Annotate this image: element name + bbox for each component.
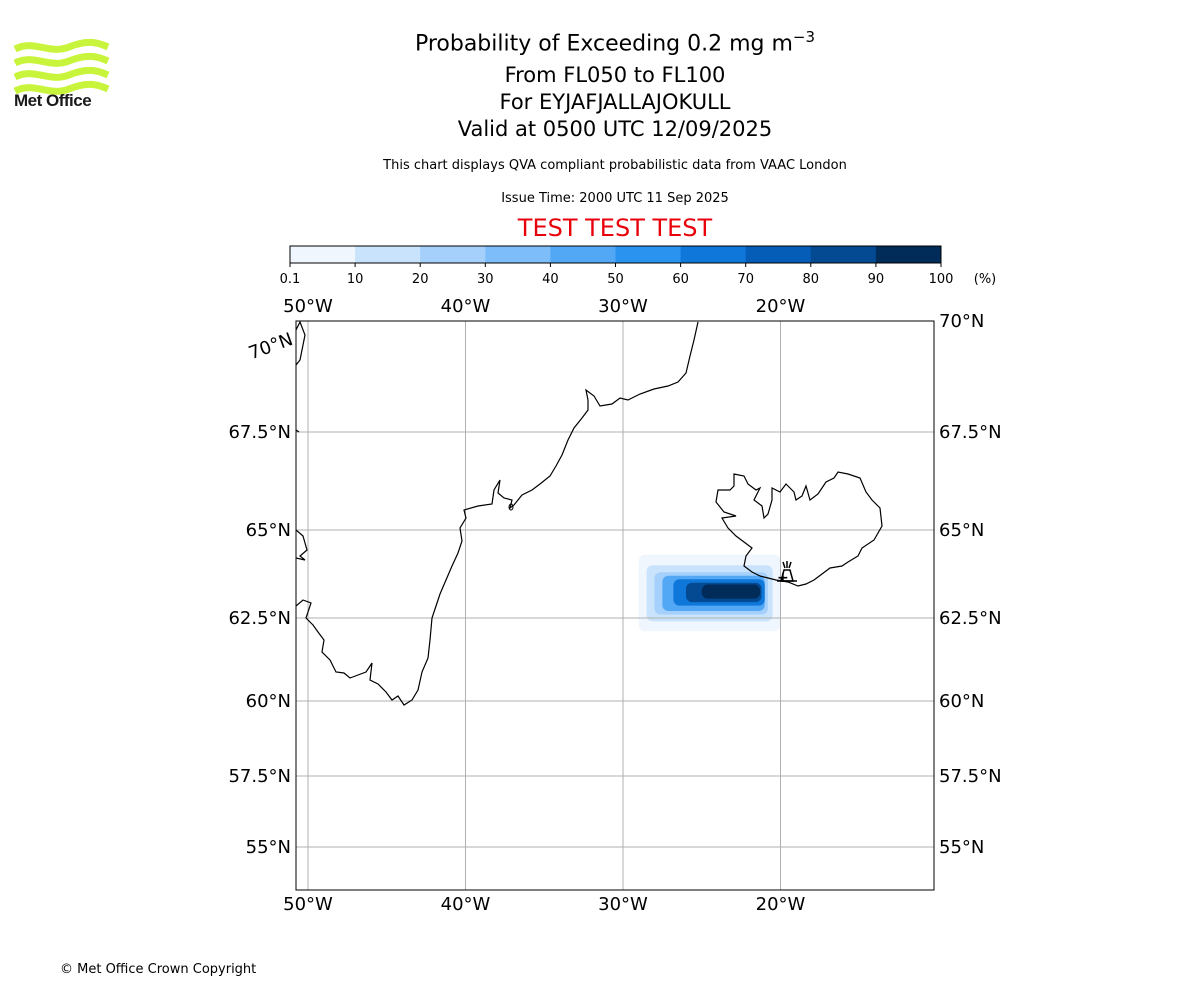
colorbar-tick-label: 20 [412,272,429,287]
colorbar-tick-label: 0.1 [280,272,301,287]
logo-text: Met Office [14,91,92,110]
lon-label-bottom: 20°W [756,894,806,915]
colorbar-cell [680,246,747,263]
lat-label-left: 57.5°N [228,766,291,787]
colorbar-cell [290,246,356,263]
colorbar-tick-label: 100 [929,272,954,287]
svg-text:+: + [777,570,789,586]
lat-label-right: 62.5°N [939,608,1002,629]
chart-levels: From FL050 to FL100 [504,63,726,87]
lon-label-top: 40°W [441,296,491,317]
lat-label-right: 65°N [939,520,984,541]
colorbar-tick-label: 40 [542,272,559,287]
lat-label-left: 62.5°N [228,608,291,629]
colorbar-tick-label: 90 [868,272,885,287]
issue-time: Issue Time: 2000 UTC 11 Sep 2025 [501,191,729,206]
ash-probability-layer [638,554,781,632]
colorbar-cell [420,246,486,263]
colorbar-unit: (%) [974,272,997,287]
met-office-logo [14,38,110,95]
chart-title-exponent: −3 [792,28,816,46]
copyright-notice: © Met Office Crown Copyright [60,962,257,977]
lat-label-left: 65°N [246,520,291,541]
colorbar-cell [875,246,942,263]
colorbar: 0.1 10 20 30 40 50 60 70 80 90 100 (%) [280,245,997,287]
colorbar-tick-label: 80 [803,272,820,287]
lon-label-top: 20°W [756,296,806,317]
colorbar-cells [290,246,942,263]
iceland-coastline [715,471,883,587]
colorbar-cell [745,246,812,263]
lat-label-left: 60°N [246,691,291,712]
colorbar-cell [485,246,551,263]
lat-label-right: 55°N [939,837,984,858]
lon-label-top: 30°W [598,296,648,317]
greenland-coastline [296,321,699,706]
map-axis-labels: 50°W 40°W 30°W 20°W 50°W 40°W 30°W 20°W 70°N 67.5… [228,296,1001,915]
chart-title-text: Probability of Exceeding 0.2 mg m [414,31,793,57]
colorbar-ticks: 0.1 10 20 30 40 50 60 70 80 90 100 [280,263,954,287]
map-frame [295,320,935,891]
chart-volcano: For EYJAFJALLAJOKULL [499,90,731,114]
colorbar-tick-label: 70 [737,272,754,287]
colorbar-cell [615,246,682,263]
lat-label-right: 70°N [939,311,984,332]
test-banner: TEST TEST TEST [517,214,713,242]
graticule [296,321,934,890]
colorbar-cell [810,246,877,263]
colorbar-tick-label: 30 [477,272,494,287]
chart-valid-time: Valid at 0500 UTC 12/09/2025 [457,117,773,141]
lat-label-right: 67.5°N [939,422,1002,443]
lon-label-top: 50°W [283,296,333,317]
lat-label-left: 70°N [246,329,296,364]
ash-region [701,584,761,599]
lon-label-bottom: 50°W [283,894,333,915]
lat-label-left: 67.5°N [228,422,291,443]
lon-label-bottom: 40°W [441,894,491,915]
chart-title: Probability of Exceeding 0.2 mg m−3 [0,28,1200,56]
lat-label-right: 60°N [939,691,984,712]
colorbar-tick-label: 50 [607,272,624,287]
lat-label-right: 57.5°N [939,766,1002,787]
colorbar-cell [355,246,421,263]
map-plot-area: + [296,321,934,890]
colorbar-cell [550,246,616,263]
lat-label-left: 55°N [246,837,291,858]
lon-label-bottom: 30°W [598,894,648,915]
colorbar-tick-label: 60 [672,272,689,287]
colorbar-tick-label: 10 [347,272,364,287]
volcano-icon [777,561,797,582]
chart-subtitle: This chart displays QVA compliant probab… [383,158,847,173]
